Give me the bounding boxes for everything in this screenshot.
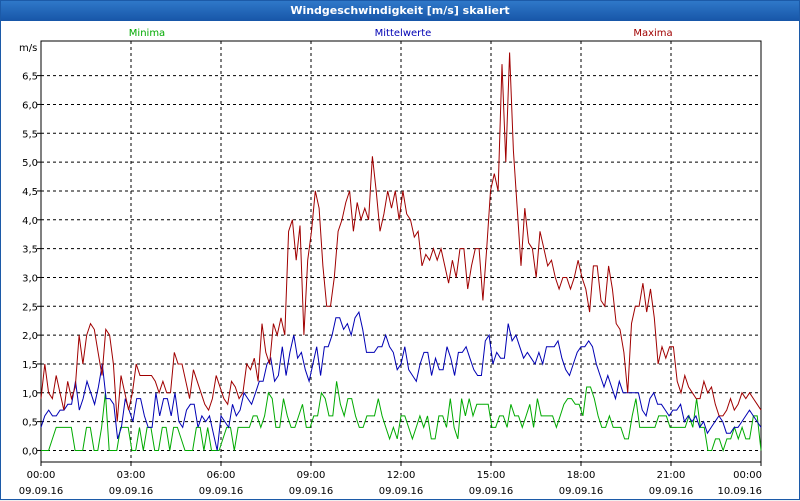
y-axis: 0,0 0,5 1,0 1,5 2,0 2,5 3,0 3,5 4,0 4,5 5,0 5,5 6,0 6… — [22, 72, 41, 457]
x-tick-time: 21:00 — [657, 470, 686, 481]
y-axis-unit: m/s — [19, 43, 37, 54]
series-line-minima — [41, 381, 762, 453]
x-tick-date: 09.09.16 — [109, 486, 154, 497]
y-tick-label: 4,0 — [22, 216, 38, 227]
x-tick-time: 18:00 — [567, 470, 596, 481]
x-tick-time: 15:00 — [477, 470, 506, 481]
y-tick-label: 0,0 — [22, 446, 38, 457]
x-tick-time: 09:00 — [297, 470, 326, 481]
x-tick-date: 09.09.16 — [19, 486, 64, 497]
x-tick-date: 10.09.16 — [717, 486, 762, 497]
y-tick-label: 2,0 — [22, 331, 38, 342]
y-tick-label: 5,0 — [22, 158, 38, 169]
y-tick-label: 1,5 — [22, 360, 38, 371]
y-tick-label: 3,0 — [22, 273, 38, 284]
legend-maxima: Maxima — [633, 28, 672, 39]
y-tick-label: 2,5 — [22, 302, 38, 313]
x-tick-time: 00:00 — [27, 470, 56, 481]
x-tick-time: 12:00 — [387, 470, 416, 481]
x-tick-time: 00:00 — [733, 470, 762, 481]
window-title: Windgeschwindigkeit [m/s] skaliert — [1, 1, 799, 21]
series-lines — [40, 52, 762, 453]
y-tick-label: 6,5 — [22, 72, 38, 83]
x-tick-time: 03:00 — [117, 470, 146, 481]
series-line-mittelwerte — [40, 310, 762, 451]
series-line-maxima — [40, 52, 762, 422]
legend-mittelwerte: Mittelwerte — [375, 28, 432, 39]
x-tick-date: 09.09.16 — [649, 486, 694, 497]
x-tick-date: 09.09.16 — [379, 486, 424, 497]
x-tick-date: 09.09.16 — [199, 486, 244, 497]
y-tick-label: 3,5 — [22, 245, 38, 256]
y-tick-label: 6,0 — [22, 100, 38, 111]
legend-minima: Minima — [129, 28, 165, 39]
x-tick-date: 09.09.16 — [559, 486, 604, 497]
x-tick-time: 06:00 — [207, 470, 236, 481]
y-tick-label: 4,5 — [22, 187, 38, 198]
x-axis: 00:00 09.09.16 03:00 09.09.16 06:00 09.09.16 0… — [19, 462, 762, 497]
x-tick-date: 09.09.16 — [289, 486, 334, 497]
y-tick-label: 0,5 — [22, 418, 38, 429]
x-tick-date: 09.09.16 — [469, 486, 514, 497]
y-tick-label: 5,5 — [22, 129, 38, 140]
y-tick-label: 1,0 — [22, 389, 38, 400]
